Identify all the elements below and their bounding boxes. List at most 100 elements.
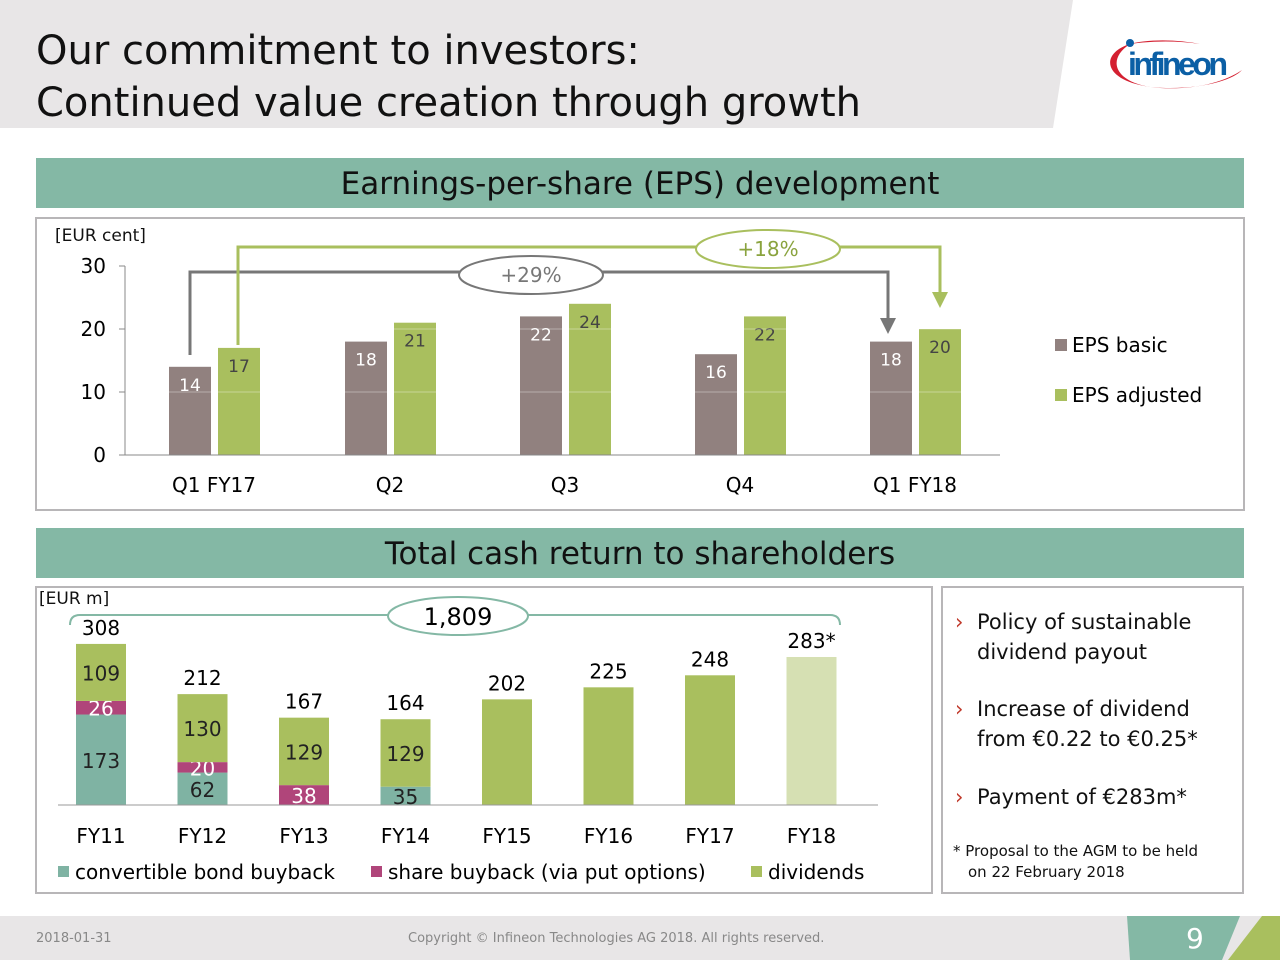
- cash-chart: 17326109308FY116220130212FY1238129167FY1…: [58, 596, 878, 884]
- convertible-segment: [177, 772, 228, 805]
- growth-label-basic: +29%: [500, 263, 561, 287]
- bar-value-label: 18: [880, 351, 902, 371]
- page-title-line2: Continued value creation through growth: [36, 80, 862, 126]
- cash-chart-box: [35, 586, 933, 894]
- convertible-segment: [380, 786, 431, 805]
- bullet-marker: ›: [955, 610, 964, 634]
- segment-value-label: 38: [291, 784, 316, 808]
- total-value-label: 248: [691, 647, 729, 671]
- share-buyback-segment: [279, 785, 329, 805]
- x-tick-label: FY17: [685, 824, 734, 848]
- bullet-dividend-increase: › Increase of dividend from €0.22 to €0.2…: [955, 694, 1240, 754]
- segment-value-label: 62: [190, 778, 215, 802]
- x-tick-label: FY18: [787, 824, 836, 848]
- legend-swatch: [1055, 389, 1067, 401]
- legend-label: share buyback (via put options): [388, 860, 706, 884]
- cash-section-title: Total cash return to shareholders: [36, 528, 1244, 578]
- bullet-text: Payment of €283m*: [977, 785, 1187, 809]
- segment-value-label: 129: [386, 742, 424, 766]
- footnote-line1: * Proposal to the AGM to be held: [953, 842, 1199, 860]
- bullet-marker: ›: [955, 697, 964, 721]
- segment-value-label: 130: [183, 717, 221, 741]
- dividends-segment: [76, 643, 126, 701]
- bar-value-label: 20: [929, 338, 951, 358]
- share-buyback-segment: [76, 700, 126, 715]
- header-background: [0, 0, 1073, 128]
- eps-section-title: Earnings-per-share (EPS) development: [36, 158, 1244, 208]
- page-number: 9: [1186, 922, 1204, 955]
- segment-value-label: 129: [285, 740, 323, 764]
- bar-value-label: 17: [228, 357, 250, 377]
- footer-copyright: Copyright © Infineon Technologies AG 201…: [408, 931, 825, 946]
- legend-label: EPS basic: [1072, 333, 1168, 357]
- notes-box: [941, 586, 1244, 894]
- growth-badge-basic: [458, 255, 604, 295]
- bullet-dividend-policy: › Policy of sustainable dividend payout: [955, 607, 1235, 667]
- dividends-segment: [685, 675, 735, 805]
- eps-adjusted-growth-arrow: [236, 245, 942, 345]
- x-tick-label: Q3: [551, 473, 579, 497]
- segment-value-label: 109: [82, 661, 120, 685]
- cash-unit-label: [EUR m]: [39, 589, 110, 609]
- bar-value-label: 18: [355, 351, 377, 371]
- svg-text:infineon: infineon: [1128, 46, 1228, 82]
- x-tick-label: FY13: [279, 824, 328, 848]
- arrowhead-icon: [932, 292, 948, 308]
- legend-label: EPS adjusted: [1072, 383, 1202, 407]
- eps-basic-bar: [520, 316, 562, 455]
- bullet-payment: › Payment of €283m*: [955, 782, 1235, 812]
- legend-swatch: [371, 866, 382, 877]
- eps-basic-bar: [169, 366, 211, 455]
- convertible-segment: [76, 714, 126, 805]
- eps-adjusted-bar: [569, 303, 611, 455]
- footer-background: [0, 916, 1280, 960]
- bar-value-label: 14: [179, 376, 201, 396]
- eps-adjusted-bar: [394, 322, 436, 455]
- eps-adjusted-bar: [218, 347, 260, 455]
- y-tick-label: 20: [81, 317, 106, 341]
- x-tick-label: Q1 FY17: [172, 473, 256, 497]
- legend-swatch: [751, 866, 762, 877]
- arrowhead-icon: [880, 318, 896, 334]
- y-tick-label: 0: [93, 443, 106, 467]
- dividends-segment: [279, 717, 329, 786]
- eps-chart-box: [35, 217, 1245, 511]
- x-tick-label: FY16: [584, 824, 633, 848]
- dividends-segment: [380, 719, 431, 787]
- page-title-line1: Our commitment to investors:: [36, 28, 640, 74]
- bullet-marker: ›: [955, 785, 964, 809]
- total-value-label: 167: [285, 690, 323, 714]
- dividends-segment: [786, 656, 837, 805]
- x-tick-label: FY11: [76, 824, 125, 848]
- eps-adjusted-bar: [744, 316, 786, 455]
- bar-value-label: 24: [579, 313, 601, 333]
- total-badge: [387, 596, 529, 636]
- legend-label: convertible bond buyback: [75, 860, 335, 884]
- eps-basic-bar: [695, 354, 737, 455]
- eps-basic-bar: [870, 341, 912, 455]
- dividends-segment: [482, 699, 532, 805]
- x-tick-label: FY15: [482, 824, 531, 848]
- bar-value-label: 16: [705, 363, 727, 383]
- total-value-label: 202: [488, 671, 526, 695]
- growth-label-adjusted: +18%: [737, 237, 798, 261]
- bullet-text: Policy of sustainable dividend payout: [977, 610, 1192, 664]
- x-tick-label: Q4: [726, 473, 754, 497]
- total-value-label: 164: [386, 691, 424, 715]
- legend-label: dividends: [768, 860, 864, 884]
- x-tick-label: FY14: [381, 824, 430, 848]
- growth-badge-adjusted: [695, 229, 841, 269]
- footer-date: 2018-01-31: [36, 931, 112, 946]
- dividends-segment: [177, 694, 228, 763]
- total-badge-label: 1,809: [424, 603, 493, 631]
- eps-chart: 0 10 20 30 14 17 Q1 FY17 18 21 Q2 22 24 Q3 16 22 Q4 18 20…: [81, 229, 1202, 497]
- y-tick-label: 10: [81, 380, 106, 404]
- eps-unit-label: [EUR cent]: [55, 226, 146, 246]
- total-value-label: 283*: [787, 629, 835, 653]
- bullet-text: Increase of dividend from €0.22 to €0.25…: [977, 697, 1198, 751]
- bar-value-label: 21: [404, 332, 426, 352]
- total-value-label: 225: [589, 659, 627, 683]
- eps-basic-bar: [345, 341, 387, 455]
- footnote-line2: on 22 February 2018: [968, 863, 1125, 881]
- x-tick-label: FY12: [178, 824, 227, 848]
